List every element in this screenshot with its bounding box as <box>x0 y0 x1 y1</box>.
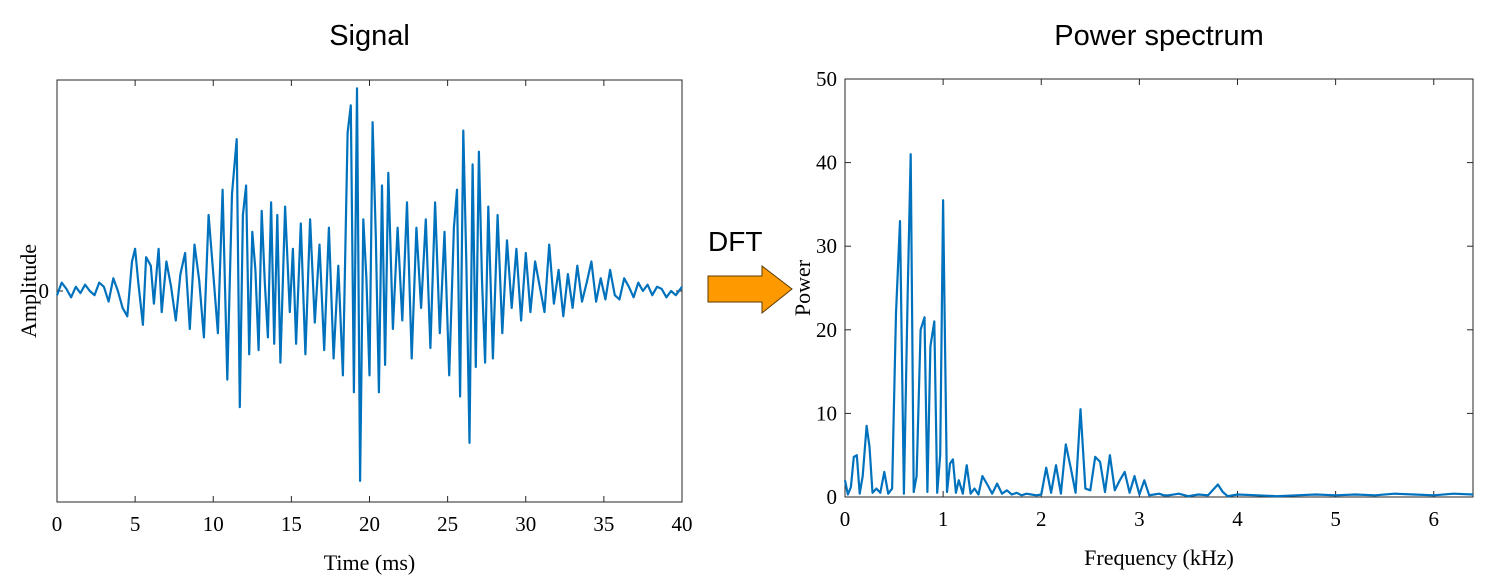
dft-label: DFT <box>708 226 763 257</box>
signal-xtick-label: 15 <box>281 512 302 536</box>
spectrum-xtick-label: 2 <box>1036 507 1047 531</box>
spectrum-xtick-label: 3 <box>1134 507 1145 531</box>
spectrum-xtick-label: 0 <box>840 507 851 531</box>
signal-xtick-label: 20 <box>359 512 380 536</box>
signal-chart: 0 5 10 15 20 25 30 35 40 0 Time (ms) Amplitude <box>16 79 693 575</box>
spectrum-xtick-label: 5 <box>1330 507 1341 531</box>
signal-xtick-label: 40 <box>672 512 693 536</box>
signal-ylabel: Amplitude <box>16 244 41 338</box>
spectrum-xtick-label: 6 <box>1429 507 1440 531</box>
spectrum-xtick-label: 4 <box>1232 507 1243 531</box>
signal-xtick-label: 5 <box>130 512 141 536</box>
signal-series-signal <box>55 87 683 482</box>
signal-xtick-label: 0 <box>52 512 63 536</box>
signal-xtick-label: 10 <box>203 512 224 536</box>
signal-ytick-label: 0 <box>39 279 50 303</box>
spectrum-ytick-label: 40 <box>816 151 837 175</box>
spectrum-xtick-label: 1 <box>938 507 949 531</box>
spectrum-ytick-label: 50 <box>816 67 837 91</box>
signal-chart-title: Signal <box>329 20 410 52</box>
spectrum-ylabel: Power <box>790 259 815 316</box>
spectrum-ytick-label: 10 <box>816 401 837 425</box>
spectrum-chart-title: Power spectrum <box>1054 20 1264 52</box>
spectrum-chart: 0 1 2 3 4 5 6 0 10 20 30 40 50 Frequency (kHz) Power <box>790 67 1474 570</box>
signal-xtick-label: 35 <box>593 512 614 536</box>
signal-xtick-label: 25 <box>437 512 458 536</box>
spectrum-axes-box <box>844 78 1474 498</box>
spectrum-ytick-label: 0 <box>827 485 838 509</box>
dft-arrow-icon <box>707 264 793 315</box>
signal-xlabel: Time (ms) <box>324 550 415 575</box>
spectrum-ytick-label: 20 <box>816 318 837 342</box>
spectrum-ytick-label: 30 <box>816 234 837 258</box>
spectrum-xlabel: Frequency (kHz) <box>1084 545 1234 570</box>
signal-xtick-label: 30 <box>515 512 536 536</box>
spectrum-series-power <box>843 153 1474 498</box>
